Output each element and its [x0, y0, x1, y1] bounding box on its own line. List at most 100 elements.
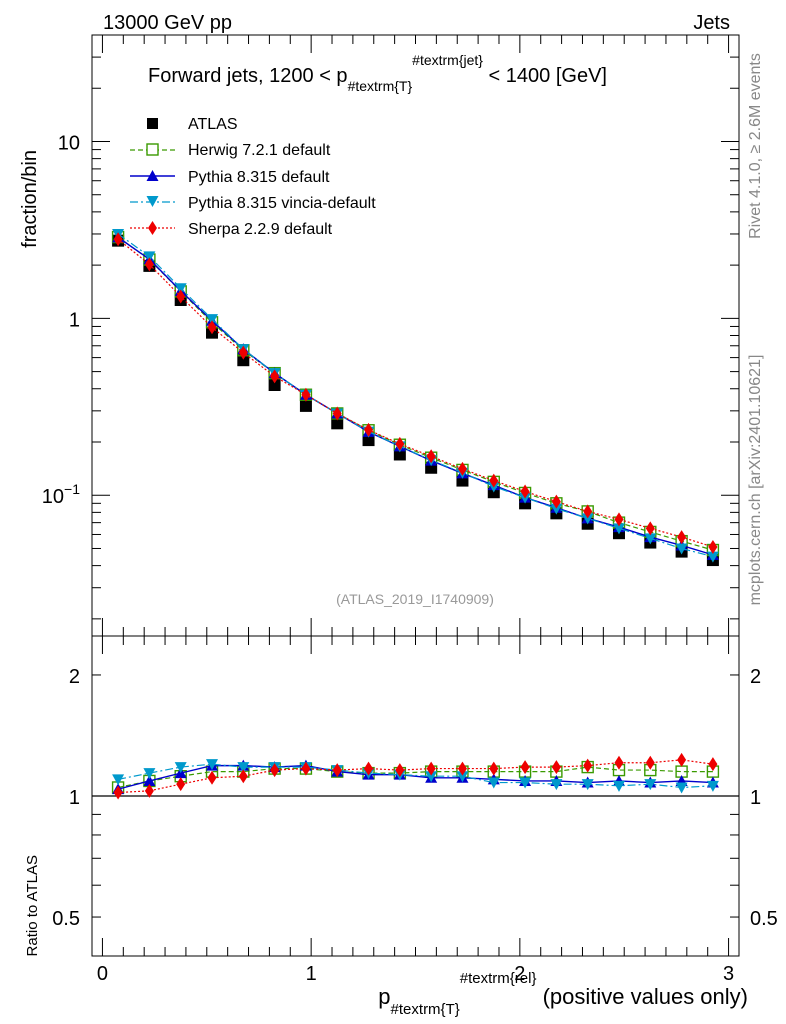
- xlabel-pre: p: [378, 984, 390, 1009]
- ratio-point-vincia: [581, 779, 594, 791]
- ratio-point-sherpa: [207, 770, 217, 785]
- main-point-vincia: [612, 523, 625, 535]
- legend-label-pythia: Pythia 8.315 default: [188, 169, 330, 186]
- xtick-label: 2: [514, 963, 525, 985]
- main-title: Forward jets, 1200 < p#textrm{T} #textrm{…: [148, 52, 607, 94]
- legend-label-atlas: ATLAS: [188, 116, 238, 133]
- main-point-sherpa: [457, 461, 467, 476]
- legend-marker-atlas: [147, 118, 158, 129]
- ratio-line-vincia: [117, 763, 713, 789]
- xtick-label: 1: [306, 963, 317, 985]
- series-layer: [111, 228, 720, 800]
- main-point-vincia: [644, 533, 657, 545]
- ratio-point-vincia: [644, 779, 657, 791]
- ratio-point-vincia: [143, 768, 156, 780]
- main-point-vincia: [206, 314, 219, 326]
- ratio-point-sherpa: [176, 777, 186, 792]
- legend: ATLAS Herwig 7.2.1 default Pythia 8.315 …: [130, 116, 376, 238]
- ratio-point-vincia: [112, 774, 125, 786]
- main-point-vincia: [550, 503, 563, 515]
- main-point-sherpa: [708, 539, 718, 554]
- header-category: Jets: [693, 12, 730, 34]
- ratio-ytick-label-right: 1: [750, 787, 761, 809]
- title-sup: #textrm{jet}: [412, 52, 483, 68]
- ratio-point-pythia: [143, 774, 156, 786]
- ratio-point-sherpa: [364, 761, 374, 776]
- main-line-sherpa: [117, 238, 714, 548]
- title-sub: #textrm{T}: [348, 78, 413, 94]
- ratio-point-sherpa: [332, 763, 342, 778]
- main-point-sherpa: [551, 494, 561, 509]
- main-ylabel: fraction/bin: [19, 150, 41, 248]
- ratio-point-vincia: [706, 780, 719, 792]
- xlabel-sup: #textrm{rel}: [460, 970, 537, 987]
- main-point-atlas: [268, 378, 281, 391]
- main-point-atlas: [237, 354, 250, 367]
- ratio-point-sherpa: [583, 758, 593, 773]
- ratio-point-sherpa: [426, 761, 436, 776]
- mcplots-label: mcplots.cern.ch [arXiv:2401.10621]: [747, 355, 764, 606]
- xtick-label: 0: [97, 963, 108, 985]
- ratio-ylabel: Ratio to ATLAS: [24, 855, 41, 956]
- legend-marker-herwig: [146, 143, 159, 156]
- main-line-herwig: [117, 236, 714, 551]
- ratio-ytick-label-right: 0.5: [750, 908, 778, 930]
- ratio-point-vincia: [550, 779, 563, 791]
- ratio-point-sherpa: [144, 783, 154, 798]
- main-point-sherpa: [332, 406, 342, 421]
- main-ytick-label-exp: 10−1: [42, 481, 80, 508]
- main-point-sherpa: [364, 422, 374, 437]
- legend-entry-atlas: ATLAS: [147, 116, 238, 133]
- legend-entry-sherpa: Sherpa 2.2.9 default: [130, 221, 333, 238]
- rivet-label: Rivet 4.1.0, ≥ 2.6M events: [747, 53, 764, 239]
- main-point-vincia: [143, 251, 156, 263]
- ratio-point-sherpa: [395, 763, 405, 778]
- xlabel-post: (positive values only): [536, 984, 748, 1009]
- legend-entry-pythia: Pythia 8.315 default: [130, 169, 330, 186]
- main-point-sherpa: [207, 320, 217, 335]
- ratio-point-sherpa: [113, 785, 123, 800]
- title-pre: Forward jets, 1200 < p: [148, 65, 348, 87]
- ratio-ytick-label: 0.5: [52, 908, 80, 930]
- legend-label-herwig: Herwig 7.2.1 default: [188, 142, 331, 159]
- ratio-point-sherpa: [708, 757, 718, 772]
- legend-marker-sherpa: [148, 221, 157, 235]
- main-point-sherpa: [270, 369, 280, 384]
- main-line-vincia: [117, 233, 714, 558]
- main-line-pythia: [117, 236, 714, 556]
- main-point-sherpa: [301, 387, 311, 402]
- legend-marker-pythia: [146, 170, 159, 181]
- main-ytick-label: 10: [58, 132, 80, 154]
- main-point-sherpa: [614, 512, 624, 527]
- ratio-point-sherpa: [270, 763, 280, 778]
- ratio-ytick-label: 1: [69, 787, 80, 809]
- legend-marker-vincia: [146, 196, 159, 207]
- main-point-sherpa: [395, 436, 405, 451]
- ratio-line-sherpa: [118, 759, 713, 794]
- ratio-point-vincia: [237, 762, 250, 774]
- ratio-point-sherpa: [677, 752, 687, 767]
- ratio-point-vincia: [174, 762, 187, 774]
- main-point-sherpa: [520, 484, 530, 499]
- xtick-label: 3: [723, 963, 734, 985]
- main-point-sherpa: [426, 449, 436, 464]
- main-point-atlas: [299, 399, 312, 412]
- ratio-point-sherpa: [489, 761, 499, 776]
- ratio-point-vincia: [425, 771, 438, 783]
- ratio-point-vincia: [456, 771, 469, 783]
- ratio-point-sherpa: [520, 760, 530, 775]
- ratio-point-sherpa: [614, 755, 624, 770]
- ratio-point-sherpa: [457, 761, 467, 776]
- title-post: < 1400 [GeV]: [483, 65, 607, 87]
- main-point-vincia: [706, 551, 719, 563]
- main-point-vincia: [581, 513, 594, 525]
- main-point-atlas: [393, 448, 406, 461]
- legend-entry-herwig: Herwig 7.2.1 default: [130, 142, 331, 159]
- legend-label-sherpa: Sherpa 2.2.9 default: [188, 221, 333, 238]
- ratio-point-vincia: [675, 782, 688, 794]
- main-point-vincia: [174, 283, 187, 295]
- main-point-sherpa: [238, 345, 248, 360]
- legend-label-vincia: Pythia 8.315 vincia-default: [188, 195, 376, 212]
- main-point-sherpa: [677, 530, 687, 545]
